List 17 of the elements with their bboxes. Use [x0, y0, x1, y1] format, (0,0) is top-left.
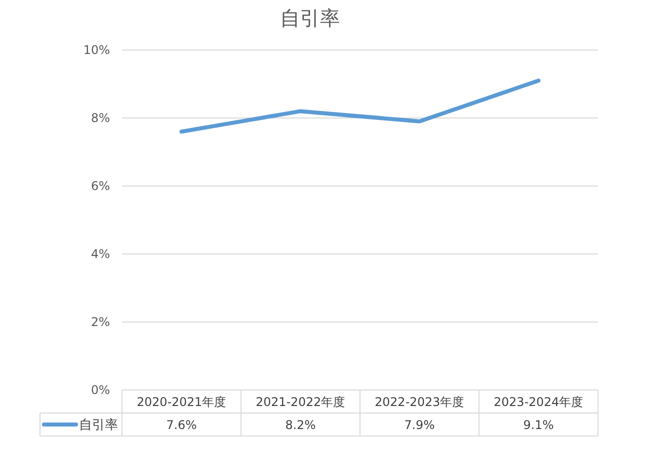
x-tick-label: 2022-2023年度: [374, 395, 464, 409]
y-tick-label: 2%: [90, 315, 110, 329]
x-tick-label: 2023-2024年度: [494, 395, 584, 409]
x-tick-label: 2021-2022年度: [256, 395, 346, 409]
x-tick-label: 2020-2021年度: [136, 395, 226, 409]
y-tick-label: 4%: [90, 247, 110, 261]
y-tick-label: 0%: [90, 383, 110, 397]
y-tick-label: 6%: [90, 179, 110, 193]
line-series: [180, 78, 540, 134]
text: 9.1%: [523, 418, 554, 432]
text: 8.2%: [285, 418, 316, 432]
chart-title: 自引率: [280, 6, 340, 30]
y-tick-label: 8%: [90, 111, 110, 125]
text: 7.9%: [404, 418, 435, 432]
legend-label: 自引率: [79, 417, 118, 433]
text: 7.6%: [166, 418, 197, 432]
y-tick-label: 10%: [83, 43, 110, 57]
